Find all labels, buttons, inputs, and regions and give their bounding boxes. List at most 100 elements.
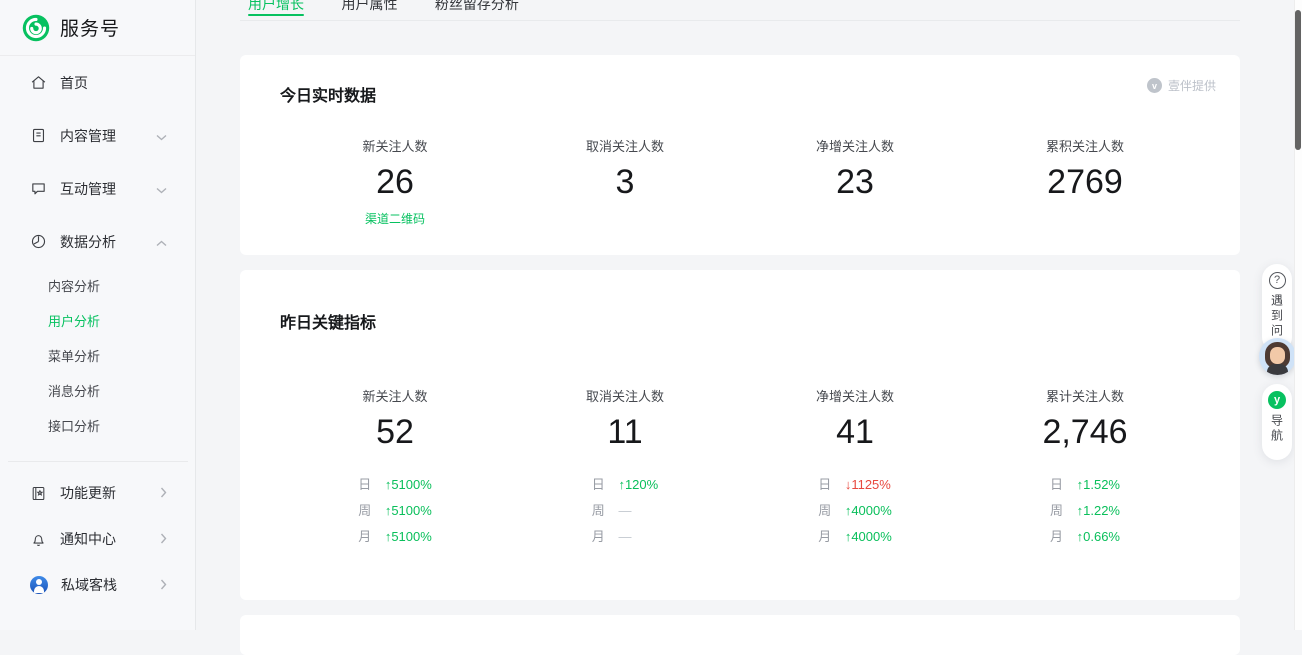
- today-realtime-card: v 壹伴提供 今日实时数据 新关注人数 26 渠道二维码 取消关注人数 3 净增…: [240, 55, 1240, 255]
- stat-label: 新关注人数: [362, 389, 428, 404]
- stat-label: 累积关注人数: [1045, 139, 1124, 154]
- help-widget[interactable]: ? 遇到问: [1262, 264, 1292, 352]
- stat-label: 取消关注人数: [585, 139, 664, 154]
- analysis-tabbar: 用户增长 用户属性 粉丝留存分析: [240, 0, 1240, 21]
- trend-value: ↑4000%: [844, 529, 892, 544]
- question-mark-icon: ?: [1268, 272, 1286, 289]
- trend-month: 月 ↑5100%: [358, 528, 432, 546]
- trend-day: 日 ↑1.52%: [1050, 476, 1120, 494]
- provider-badge: v 壹伴提供: [1146, 77, 1216, 94]
- tab-label: 粉丝留存分析: [434, 0, 519, 12]
- brand-name: 服务号: [60, 19, 121, 40]
- trend-list: 日 ↑120% 周 — 月 —: [592, 476, 658, 554]
- sidebar-item-content-mgmt[interactable]: 内容管理: [0, 109, 195, 162]
- trend-week: 周 ↑4000%: [818, 502, 892, 520]
- stat-value: 11: [607, 413, 643, 451]
- sidebar-item-data-analysis[interactable]: 数据分析: [0, 215, 195, 268]
- stat-value: 2769: [1047, 163, 1123, 201]
- support-avatar[interactable]: [1259, 338, 1296, 375]
- tab-user-attributes[interactable]: 用户属性: [341, 0, 397, 16]
- chat-bubble-icon: [32, 183, 45, 195]
- trend-period: 月: [358, 529, 372, 544]
- sidebar-item-feature-updates[interactable]: 功能更新: [0, 470, 195, 516]
- trend-period: 周: [1049, 503, 1063, 518]
- stat-value: 52: [376, 413, 414, 451]
- tab-user-growth[interactable]: 用户增长: [248, 0, 304, 16]
- trend-period: 月: [818, 529, 832, 544]
- stat-label: 取消关注人数: [585, 389, 664, 404]
- sidebar-item-interaction-mgmt[interactable]: 互动管理: [0, 162, 195, 215]
- chevron-up-icon: [156, 234, 167, 250]
- trend-period: 日: [591, 477, 605, 492]
- stat-new-followers: 新关注人数 52 日 ↑5100% 周 ↑5100% 月 ↑5100%: [280, 388, 510, 554]
- yesterday-metrics-card: 昨日关键指标 新关注人数 52 日 ↑5100% 周 ↑5100% 月: [240, 270, 1240, 600]
- stat-unfollowers: 取消关注人数 3: [510, 138, 740, 228]
- trend-month: 月 —: [592, 528, 658, 546]
- bell-icon: [33, 534, 44, 546]
- submenu-item-message-analysis[interactable]: 消息分析: [0, 373, 195, 408]
- stat-value: 2,746: [1042, 413, 1128, 451]
- chevron-down-icon: [156, 128, 167, 144]
- tab-label: 用户属性: [341, 0, 398, 12]
- submenu-label: 菜单分析: [48, 349, 101, 364]
- sidebar: 服务号 首页 内容管理 互动管理: [0, 0, 196, 630]
- sidebar-item-notification-center[interactable]: 通知中心: [0, 516, 195, 562]
- submenu-label: 用户分析: [48, 314, 101, 329]
- trend-period: 月: [1049, 529, 1063, 544]
- chevron-down-icon: [156, 181, 167, 197]
- submenu-label: 接口分析: [48, 419, 101, 434]
- trend-value: ↑5100%: [384, 529, 432, 544]
- trend-list: 日 ↓1125% 周 ↑4000% 月 ↑4000%: [818, 476, 892, 554]
- trend-week: 周 ↑1.22%: [1050, 502, 1120, 520]
- document-icon: [32, 128, 45, 143]
- sidebar-item-label: 互动管理: [60, 180, 116, 197]
- trend-value: ↑120%: [618, 477, 659, 492]
- stat-label: 净增关注人数: [815, 139, 894, 154]
- submenu-item-menu-analysis[interactable]: 菜单分析: [0, 338, 195, 373]
- stat-total-followers: 累计关注人数 2,746 日 ↑1.52% 周 ↑1.22% 月 ↑0.66%: [970, 388, 1200, 554]
- tab-label: 用户增长: [248, 0, 304, 12]
- trend-month: 月 ↑4000%: [818, 528, 892, 546]
- stat-label: 累计关注人数: [1045, 389, 1124, 404]
- trend-week: 周 ↑5100%: [358, 502, 432, 520]
- channel-qrcode-link[interactable]: 渠道二维码: [364, 212, 425, 226]
- trend-period: 周: [358, 503, 372, 518]
- yesterday-stats-row: 新关注人数 52 日 ↑5100% 周 ↑5100% 月 ↑5100%: [280, 388, 1200, 554]
- sidebar-item-label: 首页: [60, 74, 88, 91]
- stat-total-followers: 累积关注人数 2769: [970, 138, 1200, 228]
- journal-star-icon: [32, 486, 45, 500]
- trend-value: ↑5100%: [384, 503, 432, 518]
- trend-day: 日 ↓1125%: [818, 476, 892, 494]
- sidebar-item-label: 功能更新: [60, 485, 116, 501]
- chevron-right-icon: [160, 577, 167, 593]
- trend-period: 周: [818, 503, 832, 518]
- submenu-item-user-analysis[interactable]: 用户分析: [0, 303, 195, 338]
- trend-period: 月: [591, 529, 605, 544]
- home-icon: [31, 76, 46, 89]
- trend-value: ↑1.22%: [1076, 503, 1120, 518]
- trend-value: —: [618, 503, 632, 518]
- chevron-right-icon: [160, 531, 167, 547]
- stat-net-growth: 净增关注人数 41 日 ↓1125% 周 ↑4000% 月 ↑4000%: [740, 388, 970, 554]
- submenu-item-content-analysis[interactable]: 内容分析: [0, 268, 195, 303]
- trend-list: 日 ↑1.52% 周 ↑1.22% 月 ↑0.66%: [1050, 476, 1120, 554]
- private-domain-logo-icon: [30, 576, 48, 594]
- stat-label: 新关注人数: [362, 139, 428, 154]
- tab-fan-retention[interactable]: 粉丝留存分析: [435, 0, 519, 16]
- nav-widget[interactable]: y 导航: [1262, 384, 1292, 460]
- trend-month: 月 ↑0.66%: [1050, 528, 1120, 546]
- pie-chart-icon: [31, 234, 46, 249]
- trend-week: 周 —: [592, 502, 658, 520]
- trend-value: ↓1125%: [844, 477, 891, 492]
- submenu-item-api-analysis[interactable]: 接口分析: [0, 408, 195, 443]
- stat-value: 3: [615, 163, 635, 201]
- scrollbar-thumb[interactable]: [1295, 10, 1301, 150]
- page-scrollbar: [1294, 0, 1302, 630]
- sidebar-item-home[interactable]: 首页: [0, 56, 195, 109]
- trend-list: 日 ↑5100% 周 ↑5100% 月 ↑5100%: [358, 476, 432, 554]
- trend-value: —: [618, 529, 632, 544]
- yiban-nav-icon: y: [1268, 391, 1286, 409]
- sidebar-item-private-domain[interactable]: 私域客栈: [0, 562, 195, 608]
- submenu-label: 消息分析: [48, 384, 101, 399]
- trend-value: ↑5100%: [384, 477, 432, 492]
